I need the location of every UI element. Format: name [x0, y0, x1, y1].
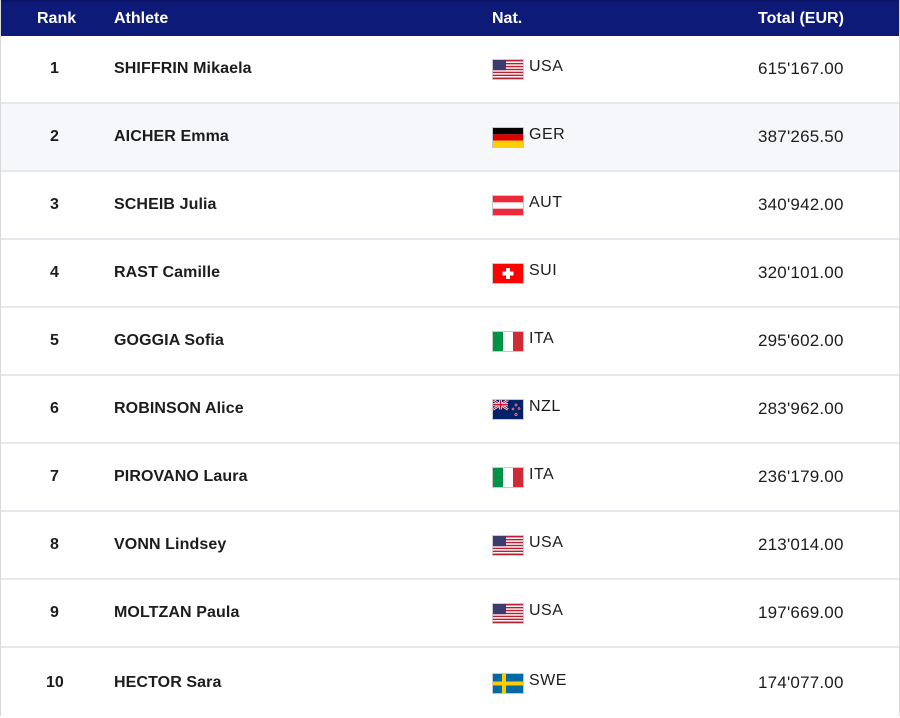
athlete-name[interactable]: SCHEIB Julia: [114, 196, 217, 213]
usa-flag-icon: [492, 602, 524, 624]
header-total[interactable]: Total (EUR): [758, 10, 844, 27]
athlete-name[interactable]: MOLTZAN Paula: [114, 604, 240, 621]
germany-flag-icon: [492, 126, 524, 148]
header-rank[interactable]: Rank: [37, 10, 77, 27]
nation-code: USA: [529, 602, 564, 619]
nation-code: GER: [529, 126, 566, 143]
header-athlete[interactable]: Athlete: [114, 10, 169, 27]
nation-code: NZL: [529, 398, 561, 415]
nation-code: SWE: [529, 672, 567, 689]
nation-cell: ITA: [492, 466, 758, 488]
table-row[interactable]: 1 SHIFFRIN Mikaela USA 615'167.00: [1, 36, 899, 104]
rank-cell: 10: [46, 674, 64, 691]
athlete-name[interactable]: AICHER Emma: [114, 128, 229, 145]
table-row[interactable]: 10 HECTOR Sara SWE 174'077.00: [1, 648, 899, 718]
rank-cell: 6: [50, 400, 59, 417]
rank-cell: 3: [50, 196, 59, 213]
table-row[interactable]: 9 MOLTZAN Paula USA 197'669.00: [1, 580, 899, 648]
nation-cell: AUT: [492, 194, 758, 216]
rank-cell: 1: [50, 60, 59, 77]
total-cell: 320'101.00: [758, 263, 844, 282]
rank-cell: 4: [50, 264, 59, 281]
nation-cell: GER: [492, 126, 758, 148]
nation-cell: USA: [492, 602, 758, 624]
rank-cell: 9: [50, 604, 59, 621]
nation-code: ITA: [529, 330, 555, 347]
table-row[interactable]: 7 PIROVANO Laura ITA 236'179.00: [1, 444, 899, 512]
rank-cell: 8: [50, 536, 59, 553]
athlete-name[interactable]: RAST Camille: [114, 264, 221, 281]
nation-cell: USA: [492, 534, 758, 556]
nation-code: USA: [529, 534, 564, 551]
nation-cell: SWE: [492, 672, 758, 694]
nation-cell: SUI: [492, 262, 758, 284]
sweden-flag-icon: [492, 672, 524, 694]
nation-cell: ITA: [492, 330, 758, 352]
nation-code: AUT: [529, 194, 563, 211]
athlete-name[interactable]: GOGGIA Sofia: [114, 332, 224, 349]
athlete-name[interactable]: HECTOR Sara: [114, 674, 222, 691]
table-header: Rank Athlete Nat. Total (EUR): [1, 0, 899, 36]
total-cell: 295'602.00: [758, 331, 844, 350]
total-cell: 174'077.00: [758, 673, 844, 692]
total-cell: 283'962.00: [758, 399, 844, 418]
table-row[interactable]: 3 SCHEIB Julia AUT 340'942.00: [1, 172, 899, 240]
table-row[interactable]: 2 AICHER Emma GER 387'265.50: [1, 104, 899, 172]
athlete-name[interactable]: PIROVANO Laura: [114, 468, 248, 485]
athlete-name[interactable]: VONN Lindsey: [114, 536, 227, 553]
total-cell: 340'942.00: [758, 195, 844, 214]
table-row[interactable]: 6 ROBINSON Alice NZL 283'962.00: [1, 376, 899, 444]
nation-code: SUI: [529, 262, 558, 279]
italy-flag-icon: [492, 466, 524, 488]
table-row[interactable]: 4 RAST Camille SUI 320'101.00: [1, 240, 899, 308]
total-cell: 213'014.00: [758, 535, 844, 554]
athlete-name[interactable]: ROBINSON Alice: [114, 400, 244, 417]
usa-flag-icon: [492, 58, 524, 80]
athlete-name[interactable]: SHIFFRIN Mikaela: [114, 60, 252, 77]
total-cell: 197'669.00: [758, 603, 844, 622]
italy-flag-icon: [492, 330, 524, 352]
table-row[interactable]: 8 VONN Lindsey USA 213'014.00: [1, 512, 899, 580]
total-cell: 615'167.00: [758, 59, 844, 78]
nation-cell: NZL: [492, 398, 758, 420]
nation-cell: USA: [492, 58, 758, 80]
nation-code: ITA: [529, 466, 555, 483]
total-cell: 236'179.00: [758, 467, 844, 486]
total-cell: 387'265.50: [758, 127, 844, 146]
austria-flag-icon: [492, 194, 524, 216]
rank-cell: 5: [50, 332, 59, 349]
rank-cell: 2: [50, 128, 59, 145]
table-row[interactable]: 5 GOGGIA Sofia ITA 295'602.00: [1, 308, 899, 376]
rank-cell: 7: [50, 468, 59, 485]
new-zealand-flag-icon: [492, 398, 524, 420]
header-nation[interactable]: Nat.: [492, 10, 523, 27]
usa-flag-icon: [492, 534, 524, 556]
switzerland-flag-icon: [492, 262, 524, 284]
nation-code: USA: [529, 58, 564, 75]
